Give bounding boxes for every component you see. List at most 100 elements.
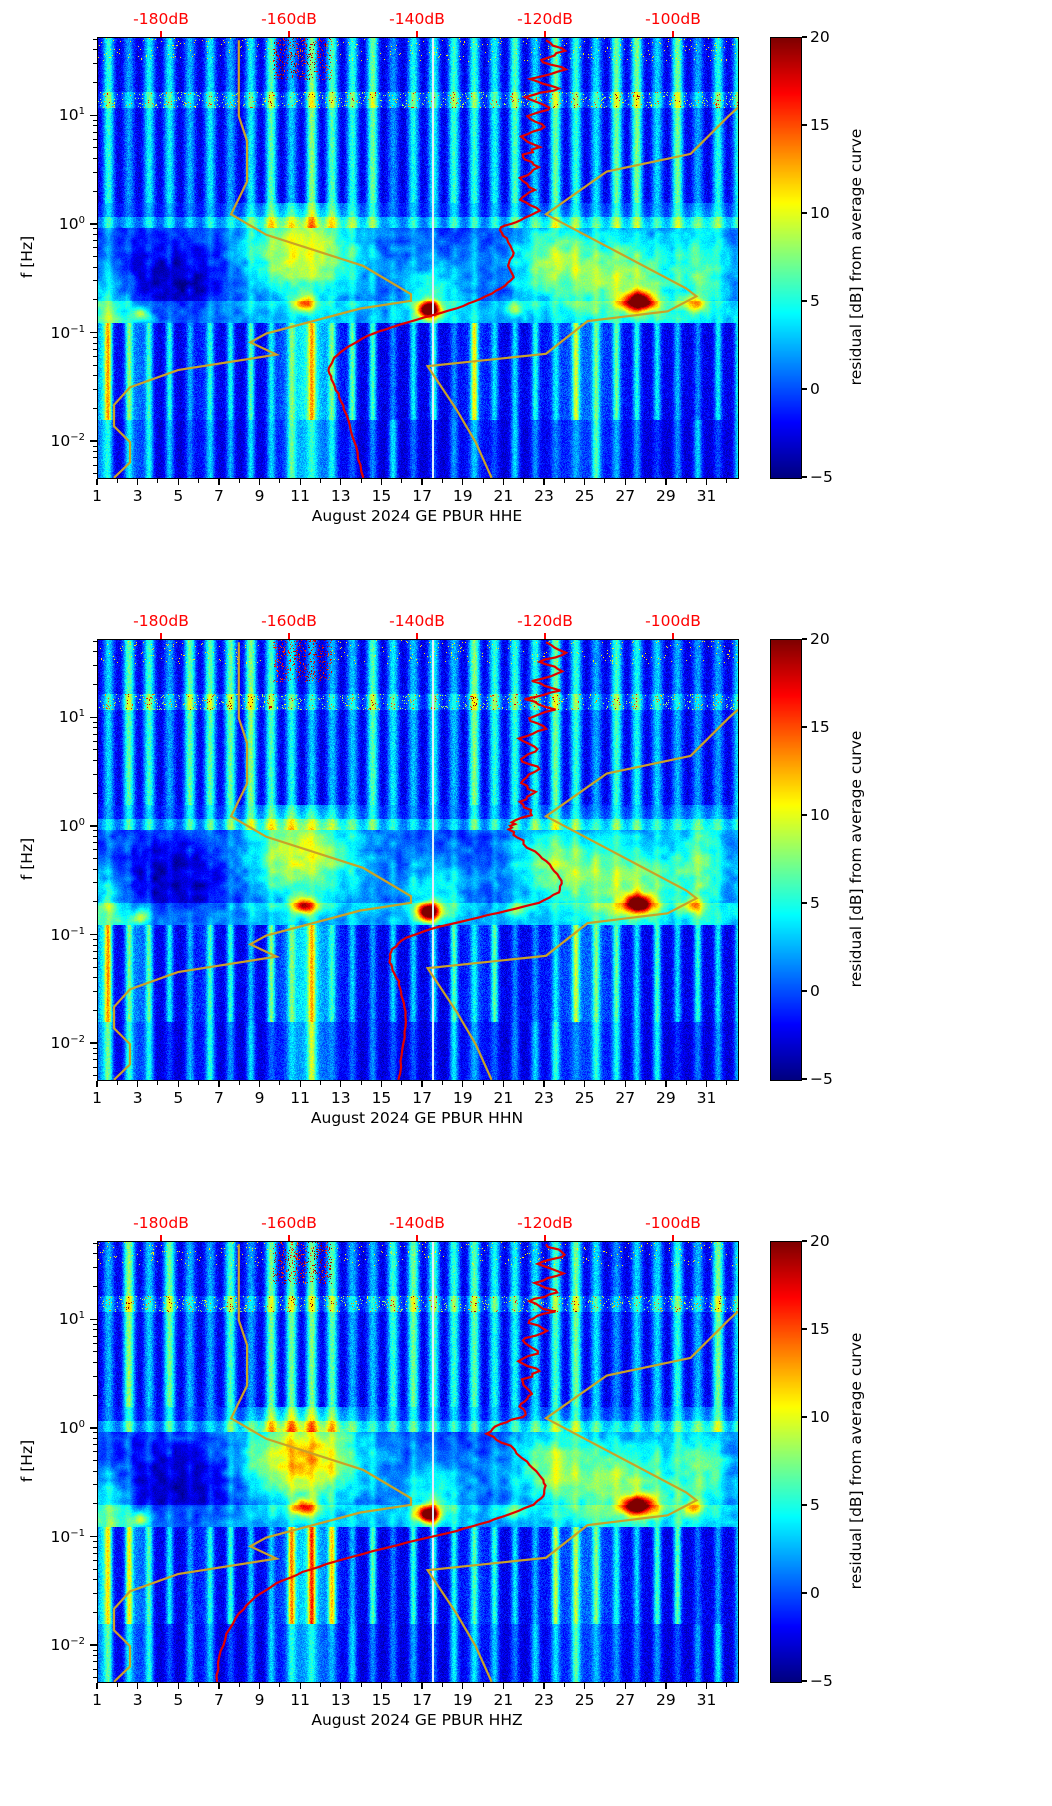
x-axis-minor-tick	[645, 1081, 647, 1085]
colorbar-label: residual [dB] from average curve	[847, 730, 865, 988]
colorbar	[770, 1241, 802, 1683]
colorbar-tick-label: 15	[810, 1320, 830, 1338]
x-axis-minor-tick	[401, 1081, 403, 1085]
colorbar-tick-label: 20	[810, 28, 830, 46]
x-axis-minor-tick	[157, 1081, 159, 1085]
top-axis-tick-label: -180dB	[133, 1214, 189, 1232]
y-axis-tick	[90, 1042, 97, 1044]
x-axis-minor-tick	[685, 479, 687, 483]
x-axis-tick-label: 7	[213, 1089, 224, 1107]
spectrogram-canvas	[98, 1242, 738, 1682]
x-axis-minor-tick	[116, 1683, 118, 1687]
x-axis-tick-label: 1	[92, 1089, 102, 1107]
x-axis-tick-label: 23	[534, 1691, 554, 1709]
overlay-curves	[112, 641, 738, 1080]
top-axis-tick-label: -100dB	[645, 612, 701, 630]
x-axis-minor-tick	[360, 1081, 362, 1085]
y-axis-tick	[90, 1644, 97, 1646]
colorbar-tick-label: 5	[810, 292, 820, 310]
x-axis-tick-label: 29	[656, 487, 676, 505]
y-axis-tick	[90, 223, 97, 225]
x-axis-tick-label: 15	[371, 487, 392, 505]
x-axis-tick	[462, 1683, 464, 1689]
x-axis-tick-label: 25	[574, 1691, 595, 1709]
x-axis-minor-tick	[523, 1683, 525, 1687]
x-axis-tick	[380, 479, 383, 485]
top-axis-tick-label: -100dB	[645, 10, 701, 28]
y-axis-tick-label: 10−2	[50, 432, 85, 451]
x-axis-minor-tick	[726, 479, 728, 483]
x-axis-minor-tick	[482, 1683, 484, 1687]
colorbar-tick-label: 15	[810, 718, 830, 736]
x-axis-tick	[421, 1683, 423, 1689]
x-axis-label: August 2024 GE PBUR HHN	[310, 1109, 524, 1127]
y-axis-label: f [Hz]	[18, 235, 36, 279]
x-axis-minor-tick	[360, 1683, 362, 1687]
x-axis-tick-label: 25	[574, 1089, 595, 1107]
x-axis-minor-tick	[401, 479, 403, 483]
x-axis-minor-tick	[238, 1683, 240, 1687]
x-axis-tick-label: 15	[371, 1089, 392, 1107]
x-axis-tick-label: 3	[132, 1089, 143, 1107]
x-axis-minor-tick	[198, 479, 200, 483]
x-axis-tick	[96, 1683, 98, 1689]
curve-station-psd-mode	[388, 641, 569, 1080]
y-axis-tick	[90, 1427, 97, 1429]
x-axis-tick	[421, 479, 423, 485]
x-axis-tick	[299, 1081, 301, 1087]
panel-hhn: f [Hz] -180dB -160dB -140dB -120dB -100dB 1 3 5…	[0, 602, 1052, 1204]
x-axis-label: August 2024 GE PBUR HHZ	[311, 1711, 523, 1729]
colorbar-tick	[802, 1416, 807, 1418]
x-axis-tick-label: 9	[254, 1691, 265, 1709]
x-axis-tick-label: 27	[615, 1089, 636, 1107]
y-axis-tick	[90, 933, 97, 936]
curve-low-noise-model	[112, 40, 413, 478]
overlay-curves	[112, 1243, 738, 1682]
x-axis-minor-tick	[563, 479, 565, 483]
colorbar-tick	[802, 814, 807, 816]
y-axis-tick	[90, 114, 97, 116]
x-axis-minor-tick	[116, 1081, 118, 1085]
spectrogram-plot	[97, 1241, 739, 1683]
x-axis-minor-tick	[726, 1683, 728, 1687]
y-axis-tick-label: 10−1	[50, 925, 85, 944]
x-axis-tick	[624, 1081, 626, 1087]
x-axis-minor-tick	[563, 1683, 565, 1687]
top-axis-tick-label: -160dB	[261, 612, 317, 630]
colorbar-tick-label: 0	[810, 1584, 820, 1602]
x-axis-tick	[136, 1683, 139, 1689]
x-axis-tick-label: 31	[696, 1691, 717, 1709]
y-axis-tick-label: 10−1	[50, 1527, 85, 1546]
x-axis-tick	[299, 479, 301, 485]
colorbar-tick-label: −5	[810, 1672, 833, 1690]
colorbar-tick-label: 10	[810, 806, 830, 824]
spectrogram-canvas	[98, 640, 738, 1080]
colorbar-label: residual [dB] from average curve	[847, 1332, 865, 1590]
curve-high-noise-model	[425, 106, 738, 478]
x-axis-tick	[218, 479, 220, 485]
x-axis-tick-label: 1	[92, 487, 102, 505]
x-axis-minor-tick	[604, 1081, 606, 1085]
y-axis-tick	[90, 825, 97, 827]
colorbar-tick-label: 10	[810, 1408, 830, 1426]
x-axis-tick	[624, 479, 626, 485]
y-axis-label: f [Hz]	[18, 837, 36, 881]
y-axis-tick	[90, 1535, 97, 1538]
x-axis-tick-label: 13	[330, 1089, 351, 1107]
x-axis-tick	[177, 1683, 179, 1689]
y-axis-tick-label: 10−1	[50, 323, 85, 342]
x-axis-minor-tick	[319, 479, 321, 483]
x-axis-tick-label: 19	[452, 487, 473, 505]
x-axis-tick	[340, 1683, 342, 1689]
x-axis-tick-label: 17	[412, 1089, 432, 1107]
x-axis-tick	[705, 1683, 708, 1689]
x-axis-tick	[543, 1081, 545, 1087]
x-axis-minor-tick	[279, 1683, 281, 1687]
colorbar-canvas	[771, 1242, 801, 1682]
x-axis-tick-label: 31	[696, 487, 717, 505]
top-axis-tick-label: -180dB	[133, 612, 189, 630]
y-axis-tick-label: 100	[58, 1418, 85, 1437]
x-axis-minor-tick	[523, 479, 525, 483]
x-axis-tick-label: 5	[173, 1691, 184, 1709]
x-axis-tick-label: 17	[412, 1691, 432, 1709]
